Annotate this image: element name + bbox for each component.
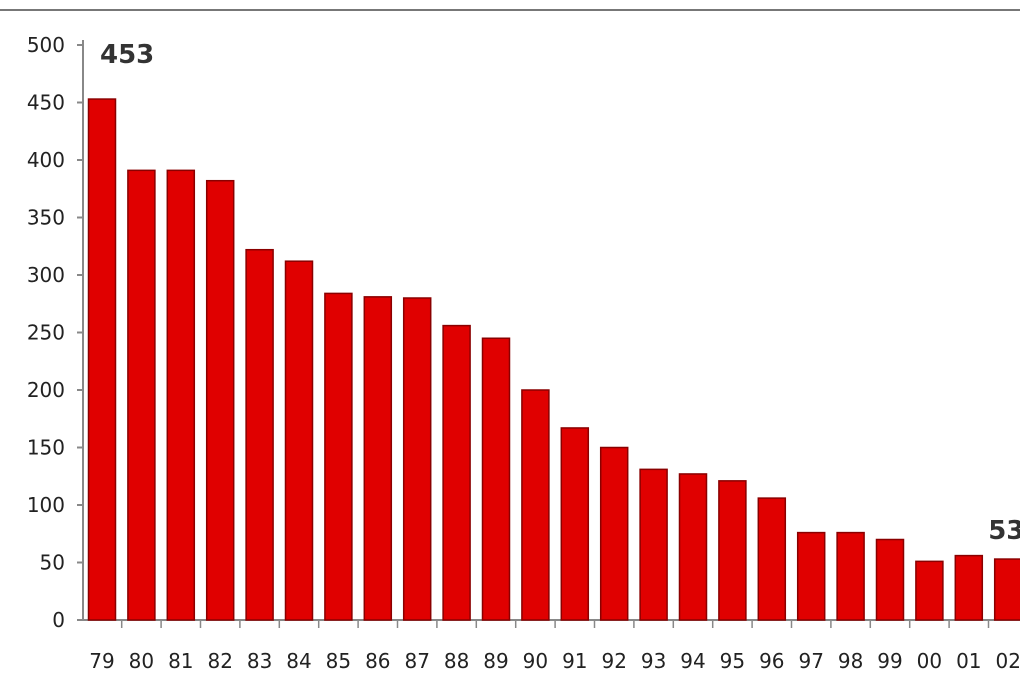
bar-92 — [599, 446, 629, 621]
x-tick-label: 01 — [956, 649, 981, 673]
x-tick-label: 96 — [759, 649, 784, 673]
x-tick-label: 85 — [326, 649, 351, 673]
x-tick-label: 93 — [641, 649, 666, 673]
x-tick-label: 95 — [720, 649, 745, 673]
y-tick-label: 500 — [27, 33, 65, 57]
y-axis: 0 50 100 150 200 250 300 350 400 450 500 — [27, 33, 84, 632]
bar-79 — [87, 98, 117, 621]
y-tick-label: 150 — [27, 436, 65, 460]
y-tick-label: 0 — [52, 608, 65, 632]
x-tick-label: 86 — [365, 649, 390, 673]
x-tick-label: 80 — [129, 649, 154, 673]
bar-94 — [678, 473, 708, 621]
x-tick-label: 97 — [798, 649, 823, 673]
x-tick-label: 87 — [404, 649, 429, 673]
x-tick-label: 00 — [917, 649, 942, 673]
x-tick-label: 91 — [562, 649, 587, 673]
bar-84 — [284, 260, 314, 621]
bar-93 — [639, 468, 668, 621]
x-tick-label: 79 — [89, 649, 114, 673]
bar-00 — [915, 560, 944, 621]
bars — [87, 98, 1020, 621]
data-label-02: 53 — [988, 516, 1020, 546]
y-tick-label: 100 — [27, 493, 65, 517]
y-tick-label: 350 — [27, 206, 65, 230]
x-tick-label: 92 — [601, 649, 626, 673]
bar-83 — [245, 248, 274, 621]
bar-81 — [166, 169, 196, 621]
bar-88 — [442, 324, 471, 621]
y-tick-label: 50 — [40, 551, 65, 575]
bar-97 — [796, 531, 826, 621]
y-tick-label: 200 — [27, 378, 65, 402]
x-tick-label: 90 — [523, 649, 548, 673]
bar-86 — [363, 296, 393, 621]
data-labels: 453 53 — [100, 40, 1020, 546]
x-tick-label: 84 — [286, 649, 311, 673]
x-tick-label: 88 — [444, 649, 469, 673]
x-tick-label: 98 — [838, 649, 863, 673]
y-tick-label: 250 — [27, 321, 65, 345]
bar-85 — [324, 292, 353, 621]
bar-98 — [836, 531, 865, 621]
bar-80 — [127, 169, 156, 621]
bar-99 — [875, 538, 905, 621]
x-tick-label: 02 — [995, 649, 1020, 673]
y-tick-label: 400 — [27, 148, 65, 172]
x-tick-label: 89 — [483, 649, 508, 673]
x-axis: 79 80 81 82 83 84 85 86 87 88 89 90 91 92 93 94 95 96 97 98… — [83, 619, 1020, 673]
bar-90 — [521, 389, 550, 621]
y-tick-label: 300 — [27, 263, 65, 287]
bar-02 — [993, 558, 1020, 621]
y-tick-label: 450 — [27, 91, 65, 115]
bar-95 — [718, 480, 747, 621]
x-tick-label: 83 — [247, 649, 272, 673]
bar-96 — [757, 497, 787, 621]
data-label-79: 453 — [100, 40, 154, 70]
x-tick-label: 81 — [168, 649, 193, 673]
x-tick-label: 82 — [207, 649, 232, 673]
x-tick-label: 99 — [877, 649, 902, 673]
bar-82 — [205, 179, 235, 621]
bar-91 — [560, 427, 590, 621]
x-tick-label: 94 — [680, 649, 705, 673]
bar-89 — [481, 337, 511, 621]
bar-87 — [402, 297, 432, 621]
bar-01 — [954, 554, 984, 621]
